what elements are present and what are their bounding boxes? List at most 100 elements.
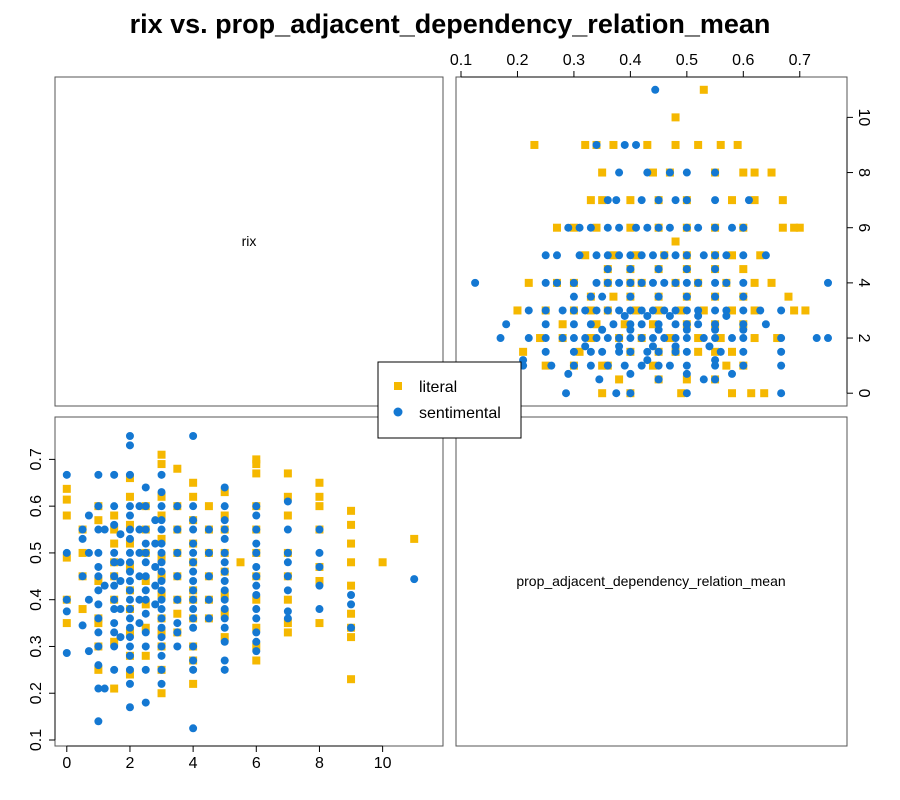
point-literal [125,492,134,501]
point-sentimental [648,334,657,343]
point-sentimental [575,223,584,232]
point-sentimental [315,548,324,557]
point-sentimental [569,361,578,370]
point-literal [347,520,356,529]
point-sentimental [204,614,213,623]
point-sentimental [189,548,198,557]
point-sentimental [157,576,166,585]
point-sentimental [682,292,691,301]
point-sentimental [157,633,166,642]
point-sentimental [141,595,150,604]
point-sentimental [564,223,573,232]
point-sentimental [125,534,134,543]
point-sentimental [252,637,261,646]
point-sentimental [315,605,324,614]
point-sentimental [125,511,134,520]
chart-title: rix vs. prop_adjacent_dependency_relatio… [130,9,771,39]
point-sentimental [252,539,261,548]
point-sentimental [252,605,261,614]
point-sentimental [220,558,229,567]
point-sentimental [711,223,720,232]
point-sentimental [524,334,533,343]
point-sentimental [157,525,166,534]
point-literal [62,484,71,493]
point-sentimental [78,525,87,534]
legend-marker-literal [394,382,402,390]
point-sentimental [694,278,703,287]
point-sentimental [569,320,578,329]
point-sentimental [728,369,737,378]
point-sentimental [62,607,71,616]
point-literal [728,306,737,315]
axis-bottom-tick-label: 10 [374,755,392,772]
point-literal [671,113,680,122]
point-sentimental [84,647,93,656]
point-literal [750,334,759,343]
point-literal [252,469,261,478]
point-literal [586,196,595,205]
point-sentimental [125,525,134,534]
point-sentimental [547,361,556,370]
point-sentimental [157,651,166,660]
point-sentimental [660,334,669,343]
point-sentimental [141,548,150,557]
point-sentimental [125,679,134,688]
point-sentimental [592,140,601,149]
point-literal [347,633,356,642]
point-sentimental [283,572,292,581]
point-sentimental [220,656,229,665]
point-literal [784,292,793,301]
point-sentimental [603,306,612,315]
point-sentimental [220,623,229,632]
point-sentimental [615,223,624,232]
point-sentimental [315,525,324,534]
point-sentimental [761,320,770,329]
point-sentimental [682,325,691,334]
point-literal [220,488,229,497]
point-sentimental [603,251,612,260]
point-sentimental [151,516,160,525]
axis-left-tick-label: 0.7 [28,448,45,470]
point-sentimental [151,600,160,609]
point-literal [581,251,590,260]
point-sentimental [648,278,657,287]
point-sentimental [615,251,624,260]
point-literal [283,628,292,637]
point-sentimental [125,651,134,660]
point-sentimental [125,665,134,674]
point-literal [728,347,737,356]
point-literal [558,320,567,329]
point-sentimental [660,251,669,260]
point-sentimental [189,539,198,548]
point-sentimental [615,306,624,315]
point-sentimental [682,306,691,315]
point-literal [671,237,680,246]
point-sentimental [654,347,663,356]
point-sentimental [78,534,87,543]
point-sentimental [541,306,550,315]
point-sentimental [157,488,166,497]
point-sentimental [586,347,595,356]
axis-top-tick-label: 0.6 [732,52,754,69]
point-literal [677,306,686,315]
point-sentimental [637,320,646,329]
point-literal [125,628,134,637]
point-sentimental [220,605,229,614]
point-literal [513,306,522,315]
point-sentimental [615,334,624,343]
point-literal [252,595,261,604]
point-sentimental [252,511,261,520]
point-sentimental [648,251,657,260]
legend-label-literal: literal [419,379,457,396]
point-literal [722,361,731,370]
point-sentimental [62,548,71,557]
point-sentimental [564,369,573,378]
point-sentimental [141,586,150,595]
point-sentimental [569,334,578,343]
point-sentimental [110,619,119,628]
point-sentimental [189,642,198,651]
point-sentimental [315,581,324,590]
point-literal [648,168,657,177]
point-literal [157,460,166,469]
point-sentimental [699,375,708,384]
